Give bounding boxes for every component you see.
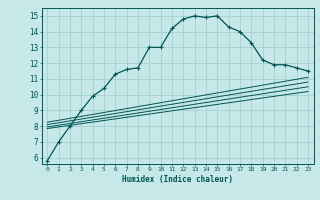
X-axis label: Humidex (Indice chaleur): Humidex (Indice chaleur): [122, 175, 233, 184]
